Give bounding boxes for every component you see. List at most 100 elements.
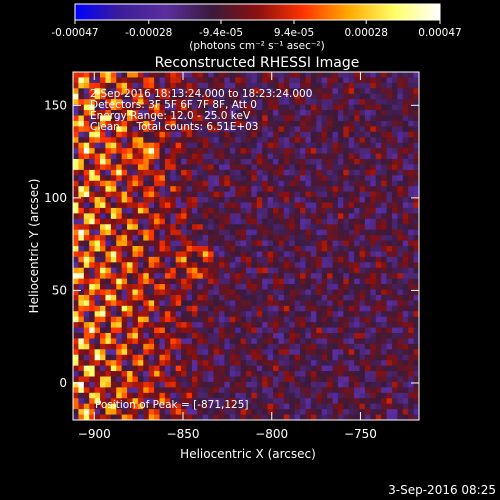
heatmap-cell [83,126,90,133]
heatmap-cell [235,207,241,214]
heatmap-cell [148,82,155,89]
heatmap-cell [256,354,263,361]
heatmap-cell [408,333,414,339]
heatmap-cell [321,381,328,388]
heatmap-cell [343,240,350,247]
heatmap-cell [229,72,236,78]
heatmap-cell [305,300,312,307]
heatmap-cell [110,229,117,236]
heatmap-cell [73,72,79,78]
heatmap-cell [218,186,225,193]
heatmap-cell [116,88,123,95]
heatmap-cell [89,414,96,420]
heatmap-cell [332,82,339,89]
heatmap-cell [229,284,236,290]
heatmap-cell [181,387,187,394]
heatmap-cell [240,371,247,377]
heatmap-cell [78,316,85,323]
heatmap-cell [354,153,360,160]
heatmap-cell [105,148,112,154]
heatmap-cell [240,251,247,258]
heatmap-cell [300,343,306,350]
heatmap-cell [343,202,350,209]
heatmap-cell [105,104,112,111]
heatmap-cell [89,218,96,225]
heatmap-cell [402,256,409,263]
heatmap-cell [137,120,144,127]
heatmap-cell [386,278,393,285]
heatmap-cell [283,142,290,149]
heatmap-cell [381,191,387,198]
heatmap-cell [310,120,317,127]
heatmap-cell [262,376,269,383]
heatmap-cell [159,381,166,388]
heatmap-cell [283,333,290,339]
heatmap-cell [413,387,419,394]
heatmap-cell [348,262,355,269]
heatmap-cell [83,153,90,160]
heatmap-cell [251,267,258,274]
heatmap-cell [305,289,312,296]
heatmap-cell [235,229,241,236]
heatmap-cell [316,327,323,334]
heatmap-cell [251,256,258,263]
heatmap-cell [121,403,128,410]
heatmap-cell [375,316,382,323]
heatmap-cell [197,289,204,296]
heatmap-cell [78,213,85,220]
heatmap-cell [278,327,285,334]
heatmap-cell [235,164,241,171]
heatmap-cell [197,235,204,241]
heatmap-cell [229,289,236,296]
heatmap-cell [121,392,128,399]
heatmap-cell [375,82,382,89]
heatmap-cell [175,387,182,394]
heatmap-cell [229,256,236,263]
heatmap-cell [127,148,133,154]
heatmap-cell [397,316,404,323]
heatmap-cell [105,153,112,160]
heatmap-cell [110,137,117,144]
heatmap-cell [137,273,144,280]
heatmap-cell [332,381,339,388]
heatmap-cell [218,229,225,236]
heatmap-cell [348,294,355,301]
heatmap-cell [332,142,339,149]
heatmap-cell [186,273,193,280]
heatmap-cell [273,300,279,307]
heatmap-cell [94,120,101,127]
heatmap-cell [208,294,214,301]
heatmap-cell [121,120,128,127]
heatmap-cell [348,164,355,171]
heatmap-cell [321,316,328,323]
heatmap-cell [327,311,333,318]
heatmap-cell [316,354,323,361]
heatmap-cell [251,284,258,290]
heatmap-cell [402,294,409,301]
heatmap-cell [283,273,290,280]
heatmap-cell [332,403,339,410]
heatmap-cell [100,327,106,334]
heatmap-cell [148,360,155,367]
heatmap-cell [283,246,290,252]
heatmap-cell [283,180,290,187]
heatmap-cell [289,207,296,214]
heatmap-cell [381,93,387,100]
heatmap-cell [164,202,171,209]
heatmap-cell [89,327,96,334]
heatmap-cell [316,333,323,339]
heatmap-cell [229,180,236,187]
heatmap-cell [213,229,220,236]
heatmap-cell [181,409,187,415]
heatmap-cell [89,354,96,361]
heatmap-cell [267,235,274,241]
heatmap-cell [321,398,328,405]
heatmap-cell [386,305,393,312]
heatmap-cell [316,213,323,220]
heatmap-cell [246,131,252,138]
heatmap-cell [408,164,414,171]
heatmap-cell [94,316,101,323]
heatmap-cell [148,289,155,296]
heatmap-cell [218,240,225,247]
